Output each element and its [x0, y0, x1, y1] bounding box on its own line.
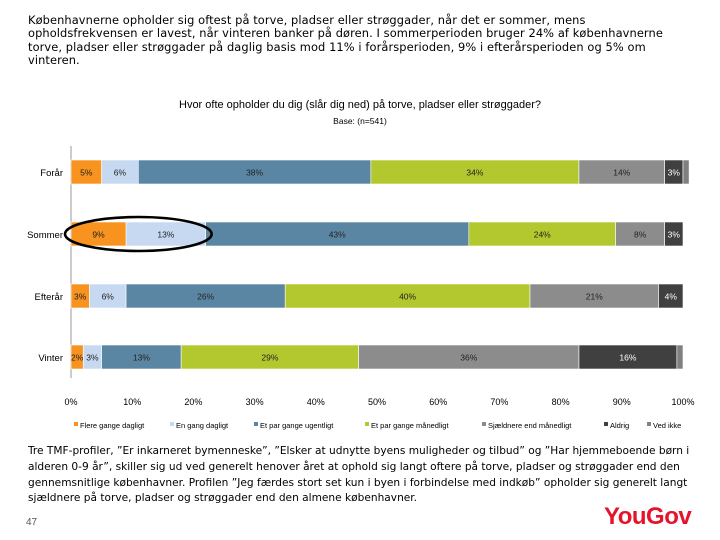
- data-label: 13%: [157, 230, 174, 240]
- data-label: 3%: [668, 168, 681, 178]
- legend-label: Ved ikke: [653, 421, 681, 430]
- data-label: 3%: [668, 230, 681, 240]
- data-label: 6%: [114, 168, 127, 178]
- data-label: 3%: [74, 292, 87, 302]
- legend-swatch: [254, 422, 258, 426]
- data-label: 26%: [197, 292, 214, 302]
- bar-segment: [664, 221, 684, 247]
- page-number: 47: [26, 517, 38, 528]
- category-label: Sommer: [27, 230, 63, 241]
- data-label: 21%: [586, 292, 603, 302]
- bar-segment: [529, 283, 659, 309]
- legend-swatch: [74, 422, 78, 426]
- x-tick-label: 90%: [613, 397, 631, 407]
- legend-swatch: [365, 422, 369, 426]
- x-tick-label: 40%: [307, 397, 325, 407]
- bar-segment: [658, 283, 684, 309]
- legend-swatch: [647, 422, 651, 426]
- data-label: 29%: [261, 353, 278, 363]
- data-label: 9%: [92, 230, 105, 240]
- yougov-logo: YouGov: [604, 503, 692, 530]
- x-tick-label: 100%: [671, 397, 694, 407]
- bar-segment: [125, 283, 286, 309]
- legend-label: Flere gange dagligt: [80, 421, 145, 430]
- data-label: 5%: [80, 168, 93, 178]
- x-tick-label: 10%: [123, 397, 141, 407]
- legend-label: Aldrig: [610, 421, 629, 430]
- bar-segment: [682, 159, 690, 185]
- data-label: 16%: [619, 353, 636, 363]
- data-label: 4%: [665, 292, 678, 302]
- bar-segment: [358, 344, 580, 370]
- x-tick-label: 80%: [552, 397, 570, 407]
- data-label: 34%: [466, 168, 483, 178]
- x-tick-label: 0%: [64, 397, 77, 407]
- chart-subtitle: Base: (n=541): [333, 116, 387, 126]
- x-tick-label: 50%: [368, 397, 386, 407]
- intro-paragraph: Københavnerne opholder sig oftest på tor…: [28, 13, 663, 68]
- category-label: Vinter: [38, 353, 63, 364]
- chart-title: Hvor ofte opholder du dig (slår dig ned)…: [179, 99, 541, 111]
- legend-label: Sjældnere end månedligt: [488, 421, 572, 430]
- data-label: 40%: [399, 292, 416, 302]
- data-label: 2%: [71, 353, 84, 363]
- data-label: 3%: [86, 353, 99, 363]
- data-label: 24%: [534, 230, 551, 240]
- x-tick-label: 30%: [246, 397, 264, 407]
- x-tick-label: 20%: [184, 397, 202, 407]
- bar-segment: [70, 221, 127, 247]
- highlight-circle: [63, 215, 213, 253]
- legend-label: Et par gange ugentligt: [260, 421, 334, 430]
- x-tick-label: 70%: [490, 397, 508, 407]
- bar-segment: [205, 221, 470, 247]
- data-label: 8%: [634, 230, 647, 240]
- legend-swatch: [170, 422, 174, 426]
- bar-segment: [578, 159, 665, 185]
- outro-paragraph: Tre TMF-profiler, ”Er inkarneret bymenne…: [28, 445, 690, 505]
- legend-swatch: [604, 422, 608, 426]
- legend-swatch: [482, 422, 486, 426]
- data-label: 13%: [133, 353, 150, 363]
- data-label: 38%: [246, 168, 263, 178]
- data-label: 36%: [460, 353, 477, 363]
- bar-segment: [284, 283, 531, 309]
- bar-segment: [615, 221, 665, 247]
- data-label: 43%: [329, 230, 346, 240]
- legend-label: En gang dagligt: [176, 421, 229, 430]
- bar-segment: [180, 344, 359, 370]
- data-label: 14%: [613, 168, 630, 178]
- bar-segment: [676, 344, 684, 370]
- x-tick-label: 60%: [429, 397, 447, 407]
- bar-segment: [578, 344, 678, 370]
- category-label: Efterår: [34, 292, 63, 303]
- category-label: Forår: [40, 168, 63, 179]
- bar-segment: [370, 159, 580, 185]
- legend-label: Et par gange månedligt: [371, 421, 449, 430]
- data-label: 6%: [102, 292, 115, 302]
